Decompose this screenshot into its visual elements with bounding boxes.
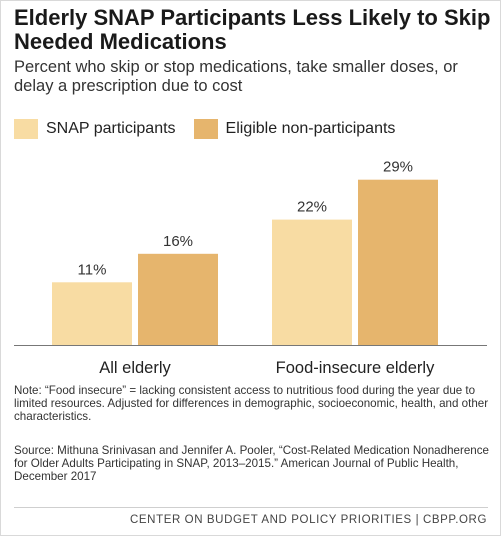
- chart-subtitle: Percent who skip or stop medications, ta…: [14, 58, 458, 95]
- legend-item-snap: SNAP participants: [14, 119, 176, 139]
- bar-chart: 11% 16% All elderly 22% 29% Food-insecure eld…: [14, 159, 487, 377]
- legend-label-eligible: Eligible non-participants: [225, 120, 396, 137]
- chart-note: Note: “Food insecure” = lacking consiste…: [14, 384, 489, 424]
- legend: SNAP participants Eligible non-participa…: [14, 118, 413, 140]
- legend-swatch-eligible: [193, 119, 218, 139]
- category-label-2: Food-insecure elderly: [276, 359, 435, 377]
- data-label-eligible-1: 16%: [163, 233, 193, 250]
- footer-divider: [14, 507, 488, 508]
- data-label-snap-2: 22%: [297, 199, 327, 216]
- data-label-snap-1: 11%: [78, 261, 107, 278]
- legend-item-eligible: Eligible non-participants: [193, 119, 396, 139]
- category-label-1: All elderly: [99, 359, 171, 377]
- legend-label-snap: SNAP participants: [46, 120, 176, 137]
- bar-eligible-1: [138, 253, 218, 345]
- bar-eligible-2: [358, 179, 438, 345]
- chart-title: Elderly SNAP Participants Less Likely to…: [14, 5, 491, 54]
- bar-snap-1: [52, 282, 132, 345]
- bar-snap-2: [272, 219, 352, 345]
- footer-credit: CENTER ON BUDGET AND POLICY PRIORITIES |…: [129, 514, 487, 526]
- legend-swatch-snap: [14, 119, 38, 139]
- chart-source: Source: Mithuna Srinivasan and Jennifer …: [14, 444, 489, 484]
- data-label-eligible-2: 29%: [383, 159, 413, 176]
